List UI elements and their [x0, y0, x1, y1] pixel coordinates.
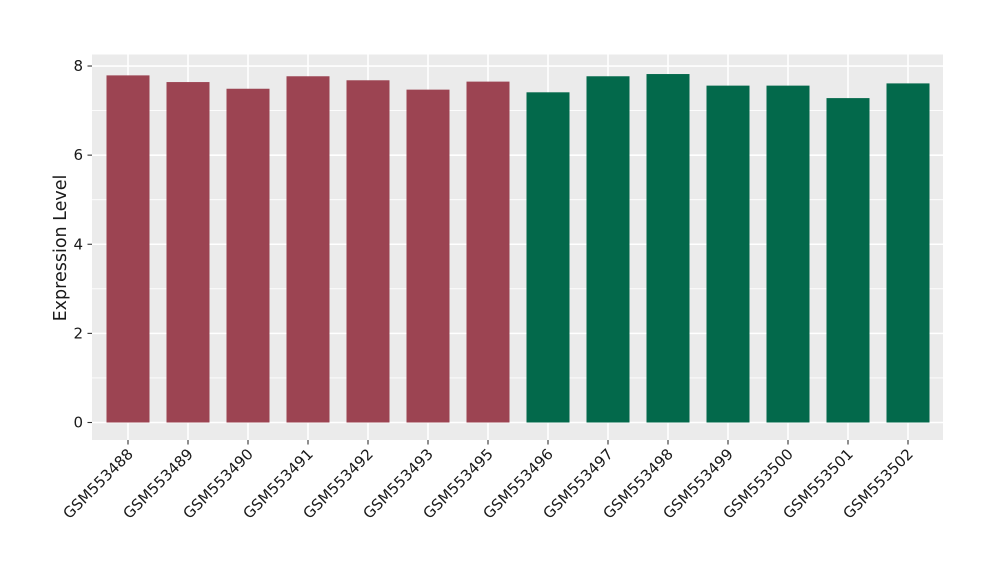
y-tick-label-4: 4: [73, 235, 83, 253]
y-axis-title: Expression Level: [51, 175, 71, 322]
bar-GSM553502: [886, 83, 930, 423]
bar-GSM553489: [166, 82, 210, 423]
y-tick-label-2: 2: [73, 324, 83, 342]
bar-GSM553492: [346, 80, 390, 423]
bar-GSM553490: [226, 88, 270, 423]
bar-GSM553496: [526, 92, 570, 423]
bar-GSM553498: [646, 74, 690, 423]
bar-GSM553500: [766, 85, 810, 423]
y-tick-label-8: 8: [73, 57, 83, 75]
bar-GSM553501: [826, 98, 870, 423]
chart-panel: [92, 54, 943, 440]
y-tick-label-0: 0: [73, 414, 83, 432]
bar-GSM553499: [706, 85, 750, 423]
y-tick-label-6: 6: [73, 146, 83, 164]
bar-GSM553488: [106, 75, 150, 423]
bar-GSM553491: [286, 76, 330, 423]
bars-layer: [106, 74, 930, 423]
bar-GSM553495: [466, 81, 510, 423]
bar-GSM553497: [586, 76, 630, 423]
bar-GSM553493: [406, 89, 450, 423]
panel-layer: [92, 54, 943, 440]
